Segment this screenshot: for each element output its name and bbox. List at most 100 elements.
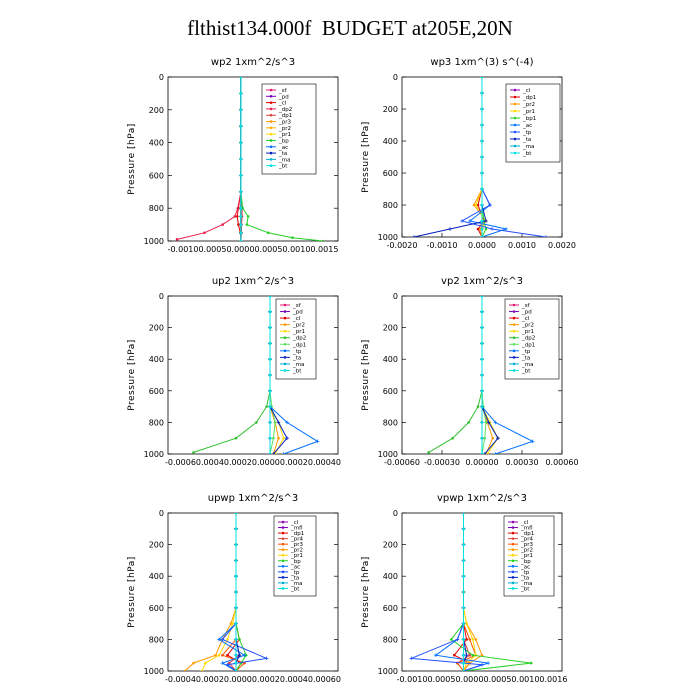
y-tick-label: 200: [149, 324, 164, 333]
y-tick-label: 1000: [144, 667, 164, 676]
legend-label: _cl: [290, 520, 299, 526]
data-point: [234, 661, 238, 665]
chart-panel-2: wp3 1xm^(3) s^(-4) Pressure [hPa] 0 200 400 6…: [361, 57, 576, 250]
series-group: [192, 296, 320, 454]
legend-label: _pr4: [520, 537, 534, 543]
legend-label: _ta: [520, 575, 529, 581]
legend-label: _tp: [521, 349, 531, 355]
data-point: [480, 662, 484, 667]
legend-label: _tp: [292, 349, 302, 355]
data-point: [468, 219, 472, 223]
legend-marker: [513, 123, 517, 127]
legend-label: _tp: [290, 570, 300, 576]
legend-marker: [512, 329, 516, 333]
data-point: [239, 141, 243, 144]
legend-marker: [269, 132, 273, 136]
legend-marker: [269, 139, 273, 142]
x-tick-label: -0.0010: [427, 241, 458, 250]
data-point: [234, 559, 238, 562]
legend-marker: [513, 130, 517, 134]
data-point: [453, 653, 456, 657]
data-point: [476, 405, 480, 408]
x-tick-label: -0.00040.00020.00000.00020.00040.00060: [165, 675, 341, 684]
data-point: [471, 638, 475, 641]
series-group: [409, 513, 533, 671]
data-point: [486, 420, 491, 425]
legend-marker: [513, 88, 517, 92]
legend-label: _pd: [521, 310, 532, 316]
data-point: [486, 452, 489, 454]
legend: _cl_mfl_dp1_pr4_pr3_pr2_pr1_bp_ac_tp_ta_…: [273, 515, 317, 597]
legend-marker: [281, 553, 285, 557]
legend-marker: [511, 520, 515, 524]
legend-marker: [283, 303, 287, 307]
data-point: [234, 574, 238, 578]
plot-frame: [167, 295, 339, 455]
y-tick-label: 1000: [378, 233, 398, 242]
legend-marker: [512, 310, 516, 313]
legend-marker: [512, 316, 516, 320]
legend-marker: [512, 303, 516, 307]
legend-marker: [281, 520, 285, 524]
legend-label: _sf: [521, 303, 531, 309]
legend-marker: [513, 95, 517, 99]
x-tick-label: 0.00000: [465, 458, 498, 467]
legend-marker: [281, 537, 285, 540]
data-point: [480, 421, 484, 424]
y-tick-label: 0: [159, 292, 164, 301]
data-point: [268, 357, 272, 361]
data-point: [484, 219, 488, 223]
y-tick-label: 1000: [144, 450, 164, 459]
data-point: [239, 124, 243, 128]
legend-marker: [511, 570, 515, 574]
legend-marker: [512, 349, 516, 353]
legend-marker: [281, 570, 285, 574]
legend-label: _ac: [278, 145, 288, 151]
legend-marker: [511, 531, 515, 535]
series-line-dp2: [193, 296, 271, 453]
data-point: [234, 513, 238, 515]
legend-marker: [269, 88, 273, 92]
legend-marker: [281, 548, 285, 551]
legend-label: _ma: [290, 581, 302, 587]
series-line-dp2: [428, 296, 483, 453]
data-point: [226, 638, 229, 641]
data-point: [480, 310, 484, 314]
y-axis-label: Pressure [hPa]: [361, 339, 371, 411]
y-axis-label: Pressure [hPa]: [127, 339, 137, 411]
legend-marker: [281, 576, 285, 579]
data-point: [277, 436, 280, 440]
legend-marker: [281, 542, 285, 546]
data-point: [484, 227, 488, 231]
plot-frame: [401, 512, 563, 672]
data-point: [480, 296, 484, 298]
legend-label: _ta: [278, 151, 287, 157]
data-point: [285, 420, 289, 425]
figure-title: flthist134.000f BUDGET at205E,20N: [187, 16, 513, 40]
panel-title: upwp 1xm^2/s^3: [208, 493, 298, 504]
legend-marker: [283, 329, 287, 333]
legend: _cl_dp1_pr2_pr1_bp1_ac_tp_ta_ma_bt: [505, 83, 561, 163]
legend-label: _mfl: [520, 526, 533, 532]
legend-label: _dp2: [521, 336, 535, 342]
data-point: [234, 436, 238, 440]
data-point: [427, 451, 430, 454]
data-point: [192, 451, 195, 454]
y-tick-label: 800: [149, 418, 164, 427]
data-point: [221, 223, 224, 226]
data-point: [273, 421, 277, 424]
data-point: [268, 296, 272, 298]
legend-label: _sf: [292, 303, 302, 309]
y-tick-label: 0: [159, 509, 164, 518]
data-point: [237, 653, 242, 657]
legend-marker: [513, 137, 517, 141]
data-point: [217, 653, 221, 657]
legend-marker: [511, 542, 515, 546]
legend-marker: [269, 113, 273, 117]
legend-label: _dp1: [290, 531, 304, 537]
data-point: [266, 231, 270, 235]
data-point: [239, 223, 243, 226]
data-point: [225, 662, 230, 667]
data-point: [486, 661, 490, 665]
data-point: [482, 452, 487, 454]
